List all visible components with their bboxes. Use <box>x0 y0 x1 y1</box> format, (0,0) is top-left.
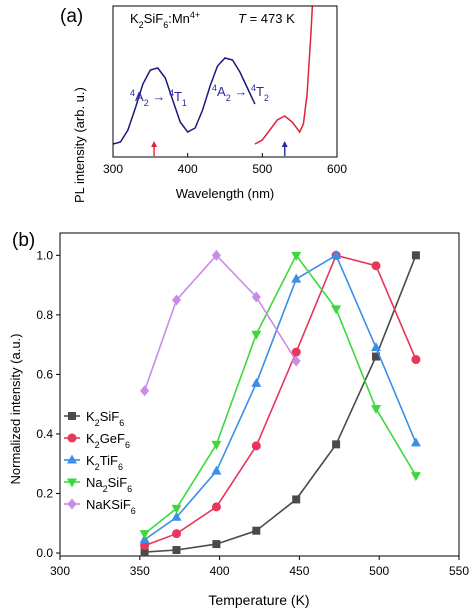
panel-a-frame <box>112 5 338 158</box>
data-point <box>292 495 301 504</box>
legend-marker <box>67 433 77 443</box>
data-point <box>211 502 221 512</box>
y-tick-label: 0.4 <box>36 427 53 441</box>
series-1 <box>140 250 421 551</box>
y-tick-label: 0.6 <box>36 367 53 381</box>
data-point <box>372 352 381 361</box>
data-point <box>331 249 342 259</box>
series-line <box>144 254 417 547</box>
legend-marker <box>67 454 77 464</box>
y-tick-label: 0.8 <box>36 308 53 322</box>
legend-marker <box>67 498 77 510</box>
sample-annotation: K2SiF6:Mn4+ <box>130 10 200 30</box>
x-tick-label: 400 <box>210 564 230 578</box>
data-point <box>291 355 301 367</box>
legend-entry: K2GeF6 <box>64 431 130 450</box>
data-point <box>172 546 181 555</box>
panel-a: (a) PL intensity (arb. u.) Wavelength (n… <box>60 5 347 203</box>
series-line <box>144 253 417 535</box>
data-point <box>251 377 262 387</box>
excitation-spectrum-line <box>113 57 256 145</box>
data-point <box>410 472 421 482</box>
data-point <box>410 437 421 447</box>
legend-entry: Na2SiF6 <box>64 475 132 494</box>
panel-a-xlabel: Wavelength (nm) <box>176 186 275 201</box>
panel-b-frame <box>59 232 460 557</box>
panel-b-ylabel: Normalized intensity (a.u.) <box>8 334 23 485</box>
data-point <box>411 251 420 260</box>
x-tick-label: 300 <box>103 162 123 176</box>
data-point <box>172 529 182 539</box>
data-point <box>140 385 150 397</box>
legend-entry: NaKSiF6 <box>64 497 136 516</box>
data-point <box>139 530 150 540</box>
data-point <box>211 249 221 261</box>
series-2 <box>139 249 421 544</box>
data-point <box>252 526 261 535</box>
data-point <box>371 261 381 271</box>
legend-entry: K2SiF6 <box>64 409 124 428</box>
legend-entry: K2TiF6 <box>64 453 123 472</box>
data-point <box>331 305 342 315</box>
x-tick-label: 600 <box>327 162 347 176</box>
series-line <box>143 254 297 392</box>
panel-a-ylabel: PL intensity (arb. u.) <box>72 87 87 203</box>
panel-b-label: (b) <box>12 230 35 251</box>
x-tick-label: 500 <box>369 564 389 578</box>
legend-label: K2GeF6 <box>86 431 130 450</box>
data-point <box>291 273 302 283</box>
data-point <box>211 440 222 450</box>
series-0 <box>140 251 420 557</box>
legend-label: NaKSiF6 <box>86 497 136 516</box>
data-point <box>212 540 221 549</box>
x-tick-label: 300 <box>50 564 70 578</box>
y-tick-label: 0.0 <box>36 546 53 560</box>
data-point <box>251 441 261 451</box>
x-tick-label: 550 <box>449 564 469 578</box>
x-tick-label: 450 <box>289 564 309 578</box>
x-tick-label: 400 <box>178 162 198 176</box>
data-point <box>171 511 182 521</box>
panel-a-label: (a) <box>60 6 83 27</box>
data-point <box>291 347 301 357</box>
data-point <box>251 291 261 303</box>
data-point <box>172 294 182 306</box>
data-point <box>291 251 302 261</box>
data-point <box>140 548 149 557</box>
series-4 <box>140 249 301 397</box>
legend-label: Na2SiF6 <box>86 475 132 494</box>
emission-spectrum-line <box>254 6 314 145</box>
data-point <box>332 440 341 449</box>
x-tick-label: 350 <box>130 564 150 578</box>
panel-b: (b) Normalized intensity (a.u.) Temperat… <box>8 230 469 608</box>
temperature-annotation: T = 473 K <box>238 11 295 26</box>
data-point <box>211 465 222 475</box>
emission-marker-arrow <box>281 141 288 156</box>
data-point <box>251 330 262 340</box>
data-point <box>371 342 382 352</box>
x-tick-label: 500 <box>252 162 272 176</box>
excitation-marker-arrow <box>151 141 158 156</box>
series-line <box>144 255 417 553</box>
legend-marker <box>68 412 76 420</box>
legend-label: K2TiF6 <box>86 453 123 472</box>
y-tick-label: 1.0 <box>36 248 53 262</box>
transition-label-t1: 4A2 → 4T1 <box>130 88 187 108</box>
y-tick-label: 0.2 <box>36 486 53 500</box>
series-3 <box>139 251 421 540</box>
panel-b-xlabel: Temperature (K) <box>208 592 309 608</box>
legend-label: K2SiF6 <box>86 409 124 428</box>
data-point <box>411 355 421 365</box>
data-point <box>140 541 150 551</box>
legend-marker <box>67 478 77 488</box>
transition-label-t2: 4A2 → 4T2 <box>212 83 269 103</box>
data-point <box>371 405 382 415</box>
data-point <box>171 504 182 514</box>
series-line <box>144 254 417 541</box>
